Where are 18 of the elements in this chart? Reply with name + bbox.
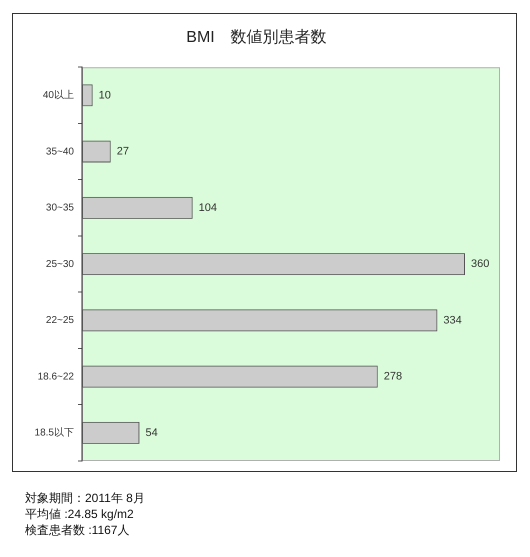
- chart-title: BMI 数値別患者数: [186, 28, 327, 46]
- data-label: 360: [471, 258, 490, 270]
- y-tick-label: 18.5以下: [34, 426, 74, 439]
- y-tick-label: 18.6~22: [38, 371, 74, 382]
- y-tick-label: 40以上: [42, 89, 74, 102]
- data-label: 278: [384, 370, 402, 383]
- text: 対象期間：2011年 8月: [25, 490, 145, 506]
- y-tick-label: 35~40: [46, 146, 74, 158]
- data-label: 27: [116, 146, 129, 158]
- data-label: 10: [98, 89, 111, 102]
- y-tick-label: 25~30: [46, 258, 74, 270]
- y-tick-label: 30~35: [46, 202, 74, 214]
- text: 平均値 :24.85 kg/m2: [25, 506, 135, 522]
- data-label: 54: [145, 426, 158, 439]
- text: 検査患者数 :1167人: [25, 522, 130, 538]
- data-label: 334: [443, 314, 462, 326]
- data-label: 104: [198, 202, 218, 214]
- y-tick-label: 22~25: [46, 315, 74, 326]
